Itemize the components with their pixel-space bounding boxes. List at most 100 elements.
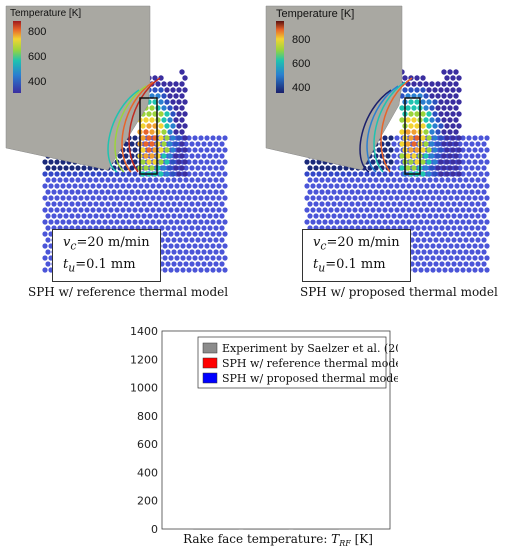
workpiece-particle bbox=[469, 141, 475, 147]
workpiece-particle bbox=[331, 165, 337, 171]
workpiece-particle bbox=[207, 189, 213, 195]
workpiece-particle bbox=[213, 213, 219, 219]
workpiece-particle bbox=[42, 183, 48, 189]
workpiece-particle bbox=[349, 213, 355, 219]
chip-particle bbox=[140, 147, 146, 153]
chip-particle bbox=[411, 105, 417, 111]
workpiece-particle bbox=[373, 189, 379, 195]
cutting-parameters-box: vc=20 m/min tu=0.1 mm bbox=[52, 229, 161, 283]
workpiece-particle bbox=[436, 207, 442, 213]
workpiece-particle bbox=[174, 267, 180, 273]
workpiece-particle bbox=[216, 231, 222, 237]
workpiece-particle bbox=[132, 219, 138, 225]
chip-particle bbox=[423, 117, 429, 123]
chip-particle bbox=[423, 81, 429, 87]
rake-face-temperature-bar-chart: 0 200 400 600 800 1000 1200 1400 Experiment by … bbox=[130, 325, 398, 548]
chip-particle bbox=[435, 105, 441, 111]
chip-particle bbox=[426, 99, 432, 105]
workpiece-particle bbox=[442, 267, 448, 273]
workpiece-particle bbox=[481, 249, 487, 255]
workpiece-particle bbox=[168, 231, 174, 237]
workpiece-particle bbox=[90, 171, 96, 177]
chip-particle bbox=[441, 165, 447, 171]
chip-particle bbox=[182, 123, 188, 129]
workpiece-particle bbox=[379, 201, 385, 207]
workpiece-particle bbox=[409, 261, 415, 267]
workpiece-particle bbox=[472, 255, 478, 261]
workpiece-particle bbox=[87, 201, 93, 207]
workpiece-particle bbox=[180, 267, 186, 273]
chip-particle bbox=[414, 99, 420, 105]
workpiece-particle bbox=[114, 207, 120, 213]
workpiece-particle bbox=[123, 213, 129, 219]
workpiece-particle bbox=[219, 165, 225, 171]
workpiece-particle bbox=[192, 159, 198, 165]
workpiece-particle bbox=[162, 195, 168, 201]
workpiece-particle bbox=[424, 231, 430, 237]
chip-particle bbox=[438, 159, 444, 165]
proposed-model-panel: Temperature [K] 800 600 400 vc=20 m/min … bbox=[262, 0, 498, 305]
workpiece-particle bbox=[186, 159, 192, 165]
workpiece-particle bbox=[448, 183, 454, 189]
chip-particle bbox=[420, 111, 426, 117]
workpiece-particle bbox=[192, 219, 198, 225]
workpiece-particle bbox=[316, 207, 322, 213]
workpiece-particle bbox=[316, 171, 322, 177]
workpiece-particle bbox=[364, 195, 370, 201]
workpiece-particle bbox=[430, 255, 436, 261]
workpiece-particle bbox=[394, 195, 400, 201]
workpiece-particle bbox=[370, 195, 376, 201]
workpiece-particle bbox=[409, 201, 415, 207]
workpiece-particle bbox=[397, 213, 403, 219]
chip-particle bbox=[447, 141, 453, 147]
chip-particle bbox=[450, 111, 456, 117]
workpiece-particle bbox=[162, 183, 168, 189]
workpiece-particle bbox=[421, 237, 427, 243]
workpiece-particle bbox=[427, 249, 433, 255]
workpiece-particle bbox=[415, 261, 421, 267]
tu-symbol: t bbox=[313, 256, 319, 272]
workpiece-particle bbox=[343, 201, 349, 207]
workpiece-particle bbox=[117, 213, 123, 219]
isotherm-line bbox=[380, 77, 413, 173]
workpiece-particle bbox=[99, 189, 105, 195]
workpiece-particle bbox=[385, 177, 391, 183]
workpiece-particle bbox=[216, 147, 222, 153]
workpiece-particle bbox=[484, 147, 490, 153]
workpiece-particle bbox=[415, 189, 421, 195]
chip-particle bbox=[453, 81, 459, 87]
workpiece-particle bbox=[180, 195, 186, 201]
workpiece-particle bbox=[198, 219, 204, 225]
chip-particle bbox=[441, 93, 447, 99]
workpiece-particle bbox=[412, 243, 418, 249]
workpiece-particle bbox=[418, 267, 424, 273]
workpiece-particle bbox=[192, 243, 198, 249]
workpiece-particle bbox=[439, 177, 445, 183]
workpiece-particle bbox=[177, 201, 183, 207]
colorbar-tick-800: 800 bbox=[28, 26, 47, 38]
workpiece-particle bbox=[469, 153, 475, 159]
workpiece-particle bbox=[382, 195, 388, 201]
workpiece-particle bbox=[337, 201, 343, 207]
workpiece-particle bbox=[484, 171, 490, 177]
chip-particle bbox=[149, 105, 155, 111]
workpiece-particle bbox=[213, 141, 219, 147]
workpiece-particle bbox=[481, 189, 487, 195]
chip-particle bbox=[426, 123, 432, 129]
workpiece-particle bbox=[421, 177, 427, 183]
workpiece-particle bbox=[466, 207, 472, 213]
workpiece-particle bbox=[123, 153, 129, 159]
workpiece-particle bbox=[156, 195, 162, 201]
workpiece-particle bbox=[141, 213, 147, 219]
workpiece-particle bbox=[132, 183, 138, 189]
workpiece-particle bbox=[192, 267, 198, 273]
workpiece-particle bbox=[445, 177, 451, 183]
y-tick-label: 0 bbox=[151, 523, 158, 536]
chip-particle bbox=[435, 153, 441, 159]
workpiece-particle bbox=[394, 159, 400, 165]
workpiece-particle bbox=[216, 219, 222, 225]
workpiece-particle bbox=[382, 219, 388, 225]
workpiece-particle bbox=[478, 195, 484, 201]
chip-particle bbox=[444, 87, 450, 93]
workpiece-particle bbox=[385, 201, 391, 207]
